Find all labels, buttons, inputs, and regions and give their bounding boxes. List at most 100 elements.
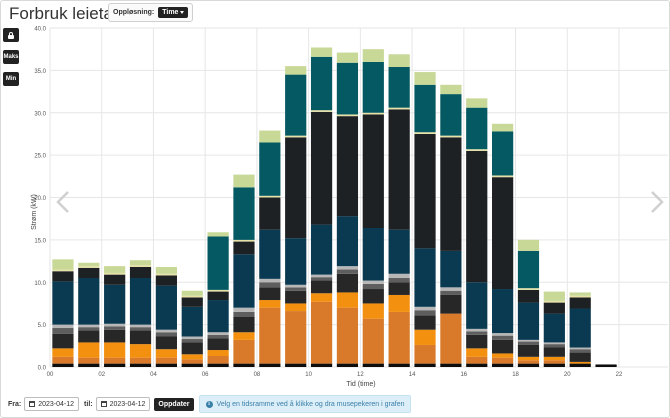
bar-segment[interactable] xyxy=(233,339,255,364)
bar-segment[interactable] xyxy=(336,116,359,217)
bar-segment[interactable] xyxy=(155,285,177,330)
bar-segment[interactable] xyxy=(181,306,203,337)
bar-segment[interactable] xyxy=(129,330,152,345)
bar-segment[interactable] xyxy=(285,135,307,138)
bar-segment[interactable] xyxy=(336,216,359,267)
bar-stack-12[interactable] xyxy=(362,49,384,367)
bar-segment[interactable] xyxy=(414,344,436,364)
bar-segment[interactable] xyxy=(440,94,462,136)
bar-segment[interactable] xyxy=(233,239,255,242)
bar-segment[interactable] xyxy=(362,280,384,284)
consumption-chart[interactable]: 0.05.010.015.020.025.030.035.040.0 00 02 0… xyxy=(0,22,670,392)
bar-segment[interactable] xyxy=(543,302,565,314)
bar-stack-09[interactable] xyxy=(285,66,307,367)
bar-series[interactable] xyxy=(52,47,617,367)
bar-segment[interactable] xyxy=(517,239,540,251)
bar-segment[interactable] xyxy=(181,297,203,307)
bar-segment[interactable] xyxy=(52,348,74,357)
bar-segment[interactable] xyxy=(569,349,591,353)
bar-segment[interactable] xyxy=(78,278,100,325)
bar-segment[interactable] xyxy=(129,265,152,267)
bar-segment[interactable] xyxy=(414,310,436,316)
bar-segment[interactable] xyxy=(181,354,203,360)
bar-segment[interactable] xyxy=(440,250,462,288)
bar-segment[interactable] xyxy=(129,266,152,279)
bar-segment[interactable] xyxy=(52,259,74,270)
bar-segment[interactable] xyxy=(181,336,203,340)
bar-segment[interactable] xyxy=(181,290,203,296)
bar-segment[interactable] xyxy=(207,350,229,356)
bar-segment[interactable] xyxy=(440,135,462,138)
bar-segment[interactable] xyxy=(104,272,126,275)
bar-segment[interactable] xyxy=(259,130,281,143)
bar-segment[interactable] xyxy=(492,335,514,340)
bar-segment[interactable] xyxy=(466,149,488,151)
min-button[interactable]: Min xyxy=(3,72,19,86)
bar-segment[interactable] xyxy=(181,339,203,343)
bar-segment[interactable] xyxy=(181,363,203,367)
bar-segment[interactable] xyxy=(155,329,177,333)
bar-segment[interactable] xyxy=(129,260,152,266)
bar-stack-07[interactable] xyxy=(233,174,255,367)
bar-segment[interactable] xyxy=(259,142,281,196)
bar-segment[interactable] xyxy=(52,324,74,329)
bar-stack-00[interactable] xyxy=(52,259,74,367)
bar-segment[interactable] xyxy=(492,123,514,132)
bar-segment[interactable] xyxy=(517,341,540,345)
bar-segment[interactable] xyxy=(388,107,410,110)
bar-segment[interactable] xyxy=(492,177,514,290)
bar-segment[interactable] xyxy=(285,287,307,291)
bar-stack-15[interactable] xyxy=(440,84,462,367)
bar-segment[interactable] xyxy=(362,112,384,115)
bar-segment[interactable] xyxy=(52,269,74,272)
bar-segment[interactable] xyxy=(285,284,307,288)
bar-segment[interactable] xyxy=(104,323,126,327)
bar-segment[interactable] xyxy=(414,132,436,134)
bar-segment[interactable] xyxy=(310,301,333,364)
bar-segment[interactable] xyxy=(517,363,540,367)
bar-segment[interactable] xyxy=(310,56,333,111)
bar-segment[interactable] xyxy=(414,329,436,345)
bar-segment[interactable] xyxy=(466,282,488,329)
bar-segment[interactable] xyxy=(233,254,255,308)
bar-segment[interactable] xyxy=(285,66,307,75)
previous-arrow-icon[interactable] xyxy=(56,191,69,213)
to-date-input[interactable]: 2023-04-12 xyxy=(95,397,151,411)
bar-segment[interactable] xyxy=(52,333,74,349)
bar-segment[interactable] xyxy=(517,250,540,289)
bar-segment[interactable] xyxy=(492,131,514,176)
bar-segment[interactable] xyxy=(233,241,255,255)
bar-segment[interactable] xyxy=(104,266,126,273)
bar-segment[interactable] xyxy=(336,114,359,117)
bar-stack-20[interactable] xyxy=(569,292,591,367)
bar-segment[interactable] xyxy=(104,363,126,367)
bar-segment[interactable] xyxy=(259,278,281,283)
bar-segment[interactable] xyxy=(78,266,100,268)
bar-segment[interactable] xyxy=(285,137,307,239)
bar-stack-04[interactable] xyxy=(155,266,177,367)
bar-segment[interactable] xyxy=(362,61,384,113)
bar-segment[interactable] xyxy=(414,72,436,85)
bar-segment[interactable] xyxy=(440,290,462,295)
bar-segment[interactable] xyxy=(129,278,152,325)
bar-segment[interactable] xyxy=(543,347,565,357)
bar-segment[interactable] xyxy=(207,355,229,364)
bar-segment[interactable] xyxy=(517,289,540,303)
bar-segment[interactable] xyxy=(207,300,229,333)
bar-segment[interactable] xyxy=(52,363,74,367)
bar-segment[interactable] xyxy=(440,363,462,367)
bar-segment[interactable] xyxy=(543,363,565,367)
bar-segment[interactable] xyxy=(336,62,359,115)
bar-segment[interactable] xyxy=(336,307,359,364)
bar-segment[interactable] xyxy=(388,311,410,364)
bar-segment[interactable] xyxy=(440,137,462,251)
bar-segment[interactable] xyxy=(492,357,514,364)
bar-segment[interactable] xyxy=(466,363,488,367)
bar-segment[interactable] xyxy=(569,297,591,309)
bar-segment[interactable] xyxy=(517,344,540,357)
bar-segment[interactable] xyxy=(440,84,462,95)
bar-segment[interactable] xyxy=(104,274,126,285)
bar-stack-14[interactable] xyxy=(414,72,436,367)
bar-segment[interactable] xyxy=(285,311,307,364)
bar-segment[interactable] xyxy=(362,114,384,229)
